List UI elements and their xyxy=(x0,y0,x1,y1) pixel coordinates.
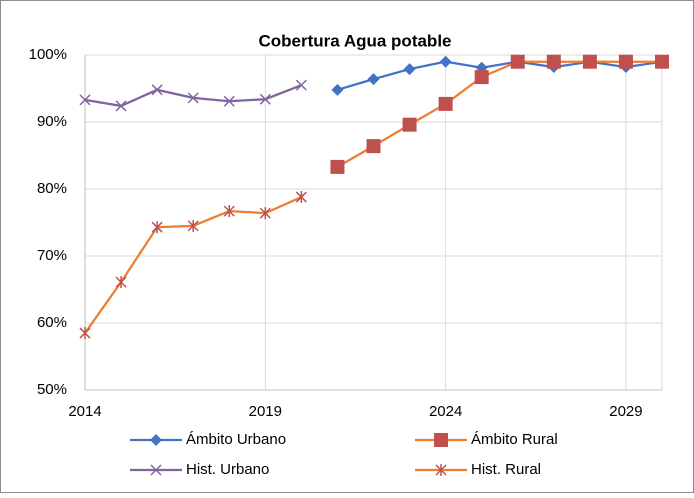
marker xyxy=(115,100,127,112)
marker xyxy=(151,84,163,96)
marker xyxy=(402,117,417,132)
marker xyxy=(655,54,669,69)
marker xyxy=(366,139,381,154)
y-tick-label: 60% xyxy=(37,314,67,331)
marker xyxy=(439,55,452,68)
x-tick-label: 2029 xyxy=(609,403,642,420)
marker xyxy=(187,92,199,104)
marker xyxy=(295,79,307,91)
series-line xyxy=(337,60,663,91)
marker xyxy=(151,221,163,234)
marker xyxy=(79,94,91,106)
marker xyxy=(438,96,453,111)
legend-label: Ámbito Rural xyxy=(471,431,558,448)
marker xyxy=(546,54,561,69)
legend-label: Ámbito Urbano xyxy=(186,431,286,448)
marker xyxy=(295,191,307,204)
x-tick-label: 2024 xyxy=(429,403,462,420)
marker xyxy=(79,327,91,340)
marker xyxy=(618,54,633,69)
series-line xyxy=(336,60,662,168)
marker xyxy=(187,219,199,232)
chart-title: Cobertura Agua potable xyxy=(259,31,452,50)
marker xyxy=(403,63,416,76)
marker xyxy=(223,205,235,218)
marker xyxy=(259,93,271,105)
legend-label: Hist. Rural xyxy=(471,461,541,478)
y-tick-label: 70% xyxy=(37,247,67,264)
y-tick-label: 50% xyxy=(37,381,67,398)
marker xyxy=(115,276,127,289)
legend-label: Hist. Urbano xyxy=(186,461,269,478)
marker xyxy=(510,54,525,69)
x-tick-label: 2019 xyxy=(249,403,282,420)
marker xyxy=(150,434,162,446)
marker xyxy=(474,70,489,85)
marker xyxy=(330,159,345,174)
marker xyxy=(259,207,271,220)
marker xyxy=(150,464,162,476)
marker xyxy=(582,54,597,69)
marker xyxy=(367,73,380,86)
marker xyxy=(435,464,447,476)
marker xyxy=(223,95,235,107)
y-tick-label: 80% xyxy=(37,180,67,197)
marker xyxy=(434,433,448,447)
y-tick-label: 90% xyxy=(37,113,67,130)
marker xyxy=(331,83,344,96)
x-tick-label: 2014 xyxy=(68,403,101,420)
y-tick-label: 100% xyxy=(29,46,67,63)
